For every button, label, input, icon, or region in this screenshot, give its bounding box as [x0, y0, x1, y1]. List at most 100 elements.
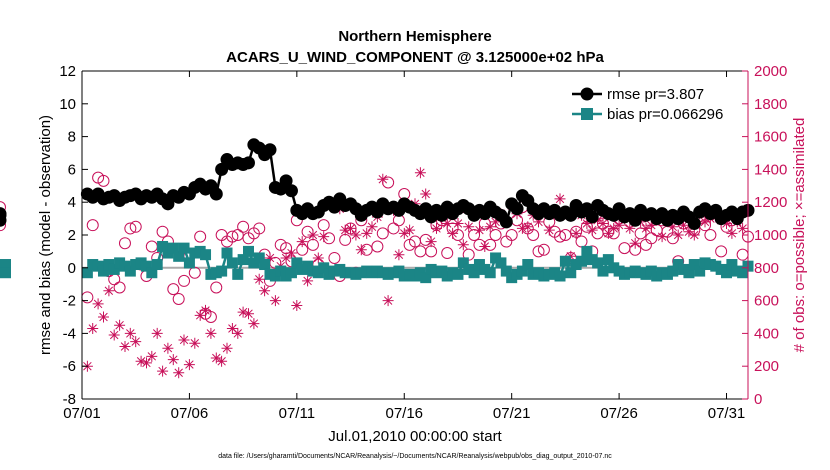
- x-tick-label: 07/21: [493, 405, 531, 422]
- axes: -8 -6 -4 -2 0 2 4 6 8 10 12 0 200 400 600 800 1000 1200 14…: [59, 63, 787, 422]
- y-tick-label: -6: [63, 358, 76, 375]
- rmse-point: [263, 143, 277, 157]
- bias-point: [140, 260, 152, 272]
- assimilated-obs-point: [640, 222, 652, 234]
- possible-obs-point: [204, 311, 217, 323]
- bias-point: [484, 267, 496, 279]
- possible-obs-point: [86, 219, 99, 232]
- bias-point: [522, 259, 534, 271]
- y-tick-label: -4: [63, 325, 76, 342]
- assimilated-obs-point: [683, 226, 695, 238]
- bias-point: [721, 267, 733, 279]
- possible-obs-point: [194, 230, 207, 243]
- assimilated-obs-point: [302, 275, 314, 287]
- bias-point: [495, 257, 507, 269]
- assimilated-obs-point: [737, 222, 749, 234]
- assimilated-obs-point: [377, 173, 389, 185]
- possible-obs-point: [0, 201, 6, 214]
- y2-tick-label: 1000: [754, 227, 787, 244]
- bias-point: [97, 265, 109, 277]
- possible-obs-point: [167, 283, 180, 296]
- assimilated-obs-point: [291, 300, 303, 311]
- possible-obs-point: [237, 220, 250, 233]
- possible-obs-point: [226, 230, 239, 243]
- bias-point: [318, 262, 330, 274]
- assimilated-obs-point: [119, 341, 131, 352]
- y2-tick-label: 600: [754, 293, 779, 310]
- assimilated-obs-point: [307, 229, 319, 241]
- bias-point: [452, 268, 464, 280]
- assimilated-obs-point: [554, 193, 566, 205]
- possible-obs-point: [317, 219, 330, 232]
- y2-tick-label: 2000: [754, 63, 787, 80]
- x-tick-label: 07/06: [171, 405, 209, 422]
- bias-point: [183, 257, 195, 269]
- y2-tick-label: 1600: [754, 129, 787, 146]
- rmse-point: [499, 215, 513, 229]
- assimilated-obs-point: [237, 306, 249, 318]
- y-tick-label: -2: [63, 293, 76, 310]
- y2-tick-label: 800: [754, 260, 779, 277]
- assimilated-obs-point: [151, 327, 163, 339]
- bias-point: [167, 242, 179, 254]
- bias-point: [151, 259, 163, 271]
- y2-tick-label: 400: [754, 325, 779, 342]
- assimilated-obs-point: [108, 329, 120, 341]
- assimilated-obs-point: [366, 221, 378, 233]
- possible-obs-point: [124, 222, 137, 235]
- assimilated-obs-point: [382, 295, 394, 307]
- bias-point: [291, 257, 303, 269]
- assimilated-obs-point: [688, 229, 700, 241]
- bias-point: [178, 242, 190, 254]
- y2-tick-label: 1800: [754, 96, 787, 113]
- assimilated-obs-point: [103, 285, 115, 297]
- assimilated-obs-point: [243, 308, 254, 320]
- possible-obs-point: [156, 225, 169, 238]
- assimilated-obs-point: [87, 323, 99, 334]
- assimilated-obs-point: [318, 231, 330, 243]
- bias-point: [694, 265, 706, 277]
- assimilated-obs-point: [264, 252, 276, 264]
- bias-point: [554, 270, 566, 282]
- assimilated-obs-point: [570, 227, 582, 239]
- assimilated-obs-point: [259, 285, 271, 297]
- bias-point: [737, 267, 749, 279]
- assimilated-obs-point: [345, 222, 356, 234]
- bias-point: [420, 272, 432, 284]
- possible-obs-point: [387, 222, 400, 235]
- assimilated-obs-point: [629, 237, 641, 249]
- possible-obs-point: [441, 247, 454, 260]
- assimilated-obs-point: [183, 359, 195, 371]
- assimilated-obs-point: [699, 216, 711, 228]
- bias-point: [232, 268, 244, 280]
- assimilated-obs-point: [162, 342, 174, 354]
- assimilated-obs-point: [361, 227, 373, 239]
- assimilated-obs-point: [581, 218, 593, 229]
- possible-obs-point: [97, 174, 110, 187]
- assimilated-obs-point: [516, 222, 528, 234]
- legend: rmse pr=3.807 bias pr=0.066296: [564, 78, 742, 128]
- plot-area: [0, 138, 755, 379]
- y-tick-label: 4: [68, 194, 76, 211]
- possible-obs-point: [532, 245, 545, 258]
- assimilated-obs-point: [210, 352, 222, 364]
- assimilated-obs-point: [232, 327, 244, 339]
- assimilated-obs-point: [667, 221, 679, 233]
- bias-point: [243, 245, 254, 257]
- assimilated-obs-point: [597, 218, 609, 229]
- rmse-point: [215, 162, 229, 176]
- assimilated-obs-point: [613, 219, 625, 231]
- assimilated-obs-point: [141, 357, 152, 369]
- assimilated-obs-point: [350, 229, 362, 241]
- possible-obs-point: [554, 230, 567, 243]
- assimilated-obs-point: [194, 309, 206, 321]
- assimilated-obs-point: [312, 252, 324, 264]
- assimilated-obs-point: [484, 221, 496, 233]
- y2-tick-label: 1200: [754, 194, 787, 211]
- bias-point: [253, 252, 265, 264]
- bias-point: [688, 259, 700, 271]
- legend-bias-label: bias pr=0.066296: [607, 106, 723, 123]
- rmse-point: [628, 213, 642, 227]
- bias-point: [576, 255, 587, 267]
- assimilated-obs-point: [490, 216, 502, 228]
